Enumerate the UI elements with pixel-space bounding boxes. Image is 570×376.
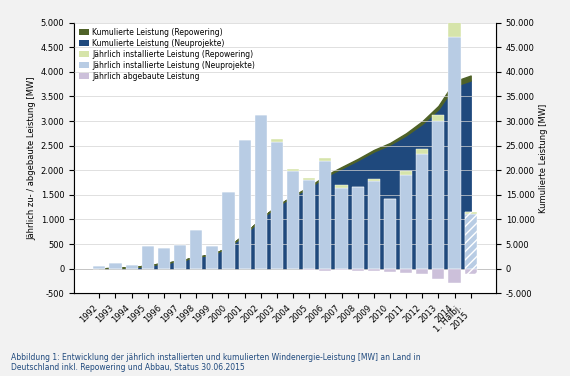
Bar <box>449 269 461 284</box>
Bar <box>319 161 331 269</box>
Y-axis label: Jährlich zu- / abgebaute Leistung [MW]: Jährlich zu- / abgebaute Leistung [MW] <box>27 76 36 240</box>
Y-axis label: Kumulierte Leistung [MW]: Kumulierte Leistung [MW] <box>539 103 548 212</box>
Bar <box>271 139 283 142</box>
Bar <box>336 269 348 270</box>
Bar <box>416 269 428 274</box>
Bar <box>222 193 234 269</box>
Bar <box>352 187 364 269</box>
Bar <box>416 149 428 155</box>
Bar <box>287 168 299 171</box>
Bar <box>142 246 154 269</box>
Bar <box>109 263 121 269</box>
Bar <box>239 140 251 269</box>
Bar <box>384 269 396 272</box>
Bar <box>303 269 315 270</box>
Bar <box>400 171 412 175</box>
Bar <box>336 185 348 188</box>
Bar <box>287 171 299 269</box>
Bar <box>158 248 170 269</box>
Bar <box>465 214 477 269</box>
Bar <box>319 269 331 271</box>
Bar <box>432 121 445 269</box>
Bar <box>449 22 461 36</box>
Bar <box>465 269 477 274</box>
Bar <box>400 269 412 273</box>
Bar <box>465 269 477 274</box>
Bar <box>336 188 348 269</box>
Bar <box>432 115 445 121</box>
Bar <box>432 269 445 279</box>
Bar <box>352 269 364 271</box>
Bar <box>93 266 105 269</box>
Bar <box>368 269 380 271</box>
Bar <box>449 36 461 269</box>
Bar <box>303 177 315 180</box>
Bar <box>206 246 218 269</box>
Bar <box>465 214 477 269</box>
Bar <box>125 265 138 269</box>
Bar <box>174 244 186 269</box>
Text: Abbildung 1: Entwicklung der jährlich installierten und kumulierten Windenergie-: Abbildung 1: Entwicklung der jährlich in… <box>11 353 421 372</box>
Bar <box>319 158 331 161</box>
Bar <box>368 181 380 269</box>
Bar <box>416 155 428 269</box>
Legend: Kumulierte Leistung (Repowering), Kumulierte Leistung (Neuprojekte), Jährlich in: Kumulierte Leistung (Repowering), Kumuli… <box>78 26 257 82</box>
Bar <box>271 142 283 269</box>
Bar <box>303 180 315 269</box>
Bar <box>255 115 267 269</box>
Bar <box>400 175 412 269</box>
Bar <box>465 212 477 214</box>
Bar <box>368 179 380 181</box>
Bar <box>384 199 396 269</box>
Bar <box>465 212 477 214</box>
Bar <box>190 230 202 269</box>
